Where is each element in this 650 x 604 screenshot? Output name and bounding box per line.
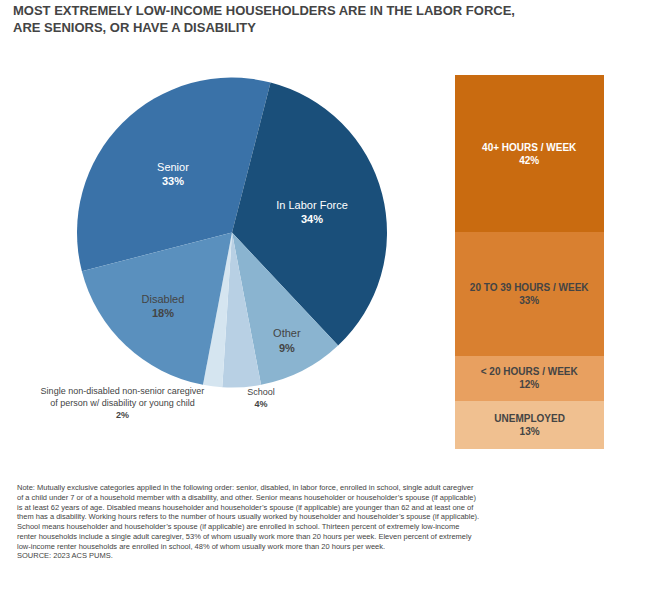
svg-text:Note: Mutually exclusive categ: Note: Mutually exclusive categories appl… [17, 483, 479, 560]
svg-text:40+ HOURS / WEEK42%: 40+ HOURS / WEEK42% [482, 142, 577, 166]
svg-text:Other9%: Other9% [273, 327, 301, 353]
svg-text:Single non-disabled non-senior: Single non-disabled non-senior caregiver… [41, 386, 205, 419]
svg-text:< 20 HOURS / WEEK12%: < 20 HOURS / WEEK12% [481, 366, 579, 390]
svg-text:School4%: School4% [247, 387, 275, 409]
svg-text:Disabled18%: Disabled18% [142, 293, 185, 319]
svg-text:MOST EXTREMELY LOW-INCOME HOUS: MOST EXTREMELY LOW-INCOME HOUSEHOLDERS A… [13, 3, 515, 35]
svg-text:Senior33%: Senior33% [157, 161, 189, 187]
svg-text:20 TO 39 HOURS / WEEK33%: 20 TO 39 HOURS / WEEK33% [470, 282, 590, 306]
svg-text:UNEMPLOYED13%: UNEMPLOYED13% [494, 413, 565, 437]
svg-text:In Labor Force34%: In Labor Force34% [276, 199, 348, 225]
